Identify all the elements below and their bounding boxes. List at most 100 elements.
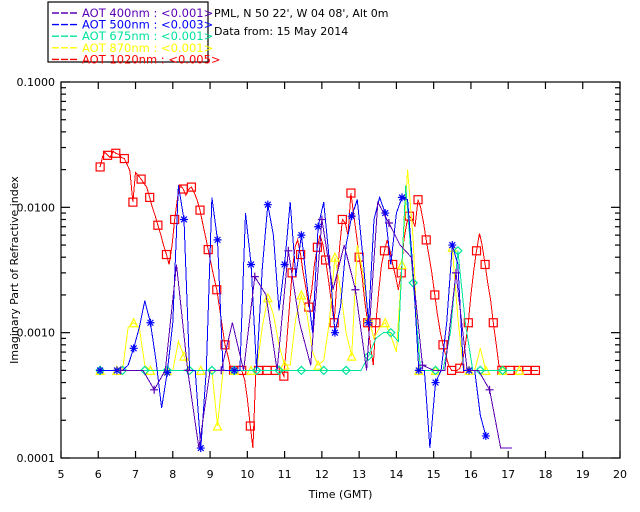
legend: AOT 400nm : <0.001>AOT 500nm : <0.003> AO… xyxy=(47,1,221,66)
data-marker xyxy=(314,222,323,231)
series-4 xyxy=(116,200,512,449)
legend-label-1: AOT 500nm : <0.003> xyxy=(82,18,213,32)
x-tick-label: 20 xyxy=(613,468,627,481)
data-marker xyxy=(364,318,373,327)
data-marker xyxy=(170,214,180,225)
data-marker xyxy=(418,361,427,370)
data-marker xyxy=(397,193,406,202)
data-marker xyxy=(380,317,391,328)
x-tick-label: 19 xyxy=(576,468,590,481)
data-marker xyxy=(212,285,222,295)
data-marker xyxy=(346,188,356,198)
data-marker xyxy=(481,431,490,440)
data-marker xyxy=(128,197,138,207)
data-marker xyxy=(95,162,105,172)
data-marker xyxy=(203,245,213,255)
data-marker xyxy=(251,365,262,376)
data-marker xyxy=(341,365,351,376)
data-marker xyxy=(153,220,163,230)
legend-box xyxy=(47,1,209,63)
data-marker xyxy=(497,365,508,376)
data-marker xyxy=(274,365,284,376)
legend-label-4: AOT 1020nm : <0.005> xyxy=(82,52,221,66)
data-marker xyxy=(247,260,256,269)
data-marker xyxy=(296,249,306,260)
data-marker xyxy=(329,251,340,262)
x-axis-title: Time (GMT) xyxy=(308,488,373,501)
data-marker xyxy=(363,351,374,361)
data-marker xyxy=(230,366,239,375)
data-marker xyxy=(318,365,329,376)
plot-frame xyxy=(60,81,621,459)
x-tick-label: 8 xyxy=(169,468,176,481)
data-marker xyxy=(297,231,306,240)
data-marker xyxy=(217,366,226,375)
data-marker xyxy=(279,371,289,381)
data-marker xyxy=(385,327,396,338)
data-marker xyxy=(448,241,457,250)
data-marker xyxy=(351,285,360,294)
data-marker xyxy=(347,212,356,221)
y-tick-label: 0.0001 xyxy=(17,452,56,465)
data-marker xyxy=(379,246,390,256)
y-tick-label: 0.1000 xyxy=(17,76,56,89)
data-marker xyxy=(408,277,419,288)
data-marker xyxy=(296,365,307,376)
data-marker xyxy=(414,366,423,375)
data-marker xyxy=(280,260,289,269)
data-marker xyxy=(284,246,293,255)
x-tick-label: 17 xyxy=(501,468,515,481)
data-marker xyxy=(330,328,339,337)
y-tick-label: 0.0010 xyxy=(17,327,56,340)
x-tick-label: 6 xyxy=(95,468,102,481)
data-marker xyxy=(381,209,390,218)
header-location: PML, N 50 22', W 04 08', Alt 0m xyxy=(214,7,388,20)
data-marker xyxy=(317,215,326,224)
data-marker xyxy=(195,205,205,215)
y-tick-label: 0.0100 xyxy=(17,201,56,214)
data-marker xyxy=(384,218,393,227)
x-tick-label: 9 xyxy=(207,468,214,481)
series-line xyxy=(120,200,512,449)
data-marker xyxy=(313,359,324,370)
data-marker xyxy=(263,200,272,209)
x-tick-label: 14 xyxy=(389,468,403,481)
data-marker xyxy=(250,272,259,281)
data-marker xyxy=(388,259,398,270)
data-marker xyxy=(179,215,188,224)
data-marker xyxy=(163,368,172,377)
data-marker xyxy=(453,245,463,256)
data-marker xyxy=(488,318,498,328)
data-marker xyxy=(452,268,461,277)
data-marker xyxy=(438,340,448,350)
x-tick-label: 15 xyxy=(427,468,441,481)
y-axis-title: Imaginary Part of Refractive index xyxy=(8,176,21,364)
data-marker xyxy=(220,340,230,350)
data-marker xyxy=(119,153,129,164)
x-tick-label: 7 xyxy=(132,468,139,481)
x-tick-label: 18 xyxy=(538,468,552,481)
series-3 xyxy=(96,185,490,453)
data-marker xyxy=(430,365,441,376)
data-marker xyxy=(430,290,440,300)
data-marker xyxy=(213,235,222,244)
x-tick-label: 5 xyxy=(58,468,65,481)
data-marker xyxy=(245,421,255,431)
legend-label-3: AOT 870nm : <0.001> xyxy=(82,41,213,55)
data-marker xyxy=(463,318,473,328)
x-tick-label: 12 xyxy=(315,468,329,481)
data-marker xyxy=(146,318,155,327)
header-date: Data from: 15 May 2014 xyxy=(214,25,348,38)
data-marker xyxy=(183,366,192,375)
data-marker xyxy=(346,350,357,361)
data-marker xyxy=(212,420,223,431)
data-marker xyxy=(485,385,494,394)
data-marker xyxy=(129,344,138,353)
x-tick-label: 11 xyxy=(278,468,292,481)
series-line xyxy=(99,150,538,449)
data-marker xyxy=(96,366,105,375)
data-marker xyxy=(413,195,423,205)
data-marker xyxy=(111,148,121,158)
legend-label-0: AOT 400nm : <0.001> xyxy=(82,6,213,20)
